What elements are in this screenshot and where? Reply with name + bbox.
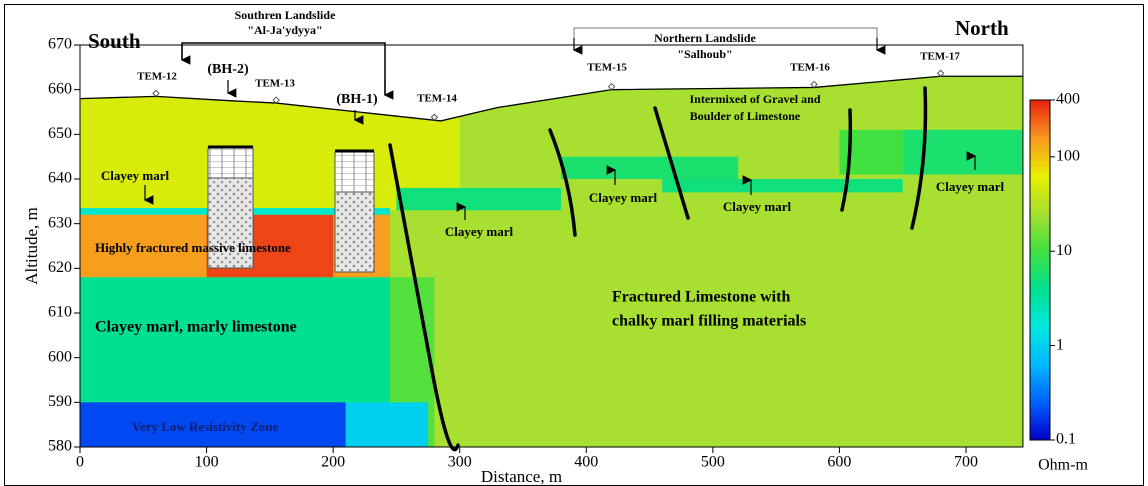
resistivity-region [561,157,738,179]
annotation: chalky marl filling materials [612,313,806,330]
y-tick-label: 660 [48,80,72,97]
borehole-top [335,152,374,192]
annotation: Clayey marl [445,224,514,239]
y-tick-label: 620 [48,259,72,276]
station-label: TEM-16 [790,62,830,74]
annotation: "Al-Ja'ydyya" [247,23,322,37]
x-tick-label: 300 [448,454,472,471]
annotation: Clayey marl, marly limestone [95,319,297,336]
annotation: South [88,29,141,53]
station-label: TEM-12 [137,71,177,83]
station-label: TEM-13 [255,78,295,90]
borehole-top [208,148,253,178]
x-axis-label: Distance, m [481,467,562,486]
annotation: Clayey marl [936,179,1005,194]
annotation: "Salhoub" [677,47,732,61]
colorbar-tick-label: 1 [1056,336,1064,353]
resistivity-region [80,277,390,402]
colorbar-tick-label: 10 [1056,242,1072,259]
y-tick-label: 610 [48,304,72,321]
annotation: Southren Landslide [235,8,336,22]
annotation: Highly fractured massive limestone [95,240,291,255]
borehole-label: (BH-1) [336,92,378,107]
colorbar-tick-label: 0.1 [1056,431,1076,448]
annotation: Clayey marl [723,199,792,214]
resistivity-region [346,402,428,447]
y-tick-label: 630 [48,214,72,231]
chart: 0 100 200 300 400 500 600 700 580 590 600 610 620 630… [0,0,1148,486]
annotation: Northern Landslide [654,31,756,45]
y-tick-label: 640 [48,170,72,187]
x-tick-label: 400 [574,454,598,471]
y-tick-label: 590 [48,393,72,410]
station-marker [609,84,615,90]
annotation: Boulder of Limestone [690,109,801,123]
colorbar [1030,100,1050,440]
annotation: Very Low Resistivity Zone [132,419,279,434]
annotation: Fractured Limestone with [612,289,790,306]
x-tick-label: 200 [321,454,345,471]
x-tick-label: 100 [195,454,219,471]
colorbar-tick-label: 400 [1056,91,1080,108]
y-tick-label: 580 [48,438,72,455]
y-tick-label: 600 [48,348,72,365]
station-marker [938,70,944,76]
station-marker [273,97,279,103]
x-tick-label: 0 [76,454,84,471]
borehole-label: (BH-2) [207,62,249,77]
annotation: Clayey marl [589,190,658,205]
y-tick-label: 670 [48,36,72,53]
colorbar-label: Ohm-m [1038,457,1088,474]
annotation: Clayey marl [101,168,170,183]
station-marker [811,81,817,87]
x-tick-label: 700 [954,454,978,471]
station-marker [431,114,437,120]
station-label: TEM-15 [587,62,627,74]
y-axis-label: Altitude, m [22,207,41,284]
annotation: North [955,16,1009,40]
resistivity-region [662,179,902,192]
station-label: TEM-17 [920,51,960,63]
x-tick-label: 600 [827,454,851,471]
y-tick-label: 650 [48,125,72,142]
resistivity-region [396,188,561,210]
station-label: TEM-14 [417,93,457,105]
annotation: Intermixed of Gravel and [690,92,821,106]
x-tick-label: 500 [701,454,725,471]
colorbar-tick-label: 100 [1056,148,1080,165]
station-marker [153,90,159,96]
